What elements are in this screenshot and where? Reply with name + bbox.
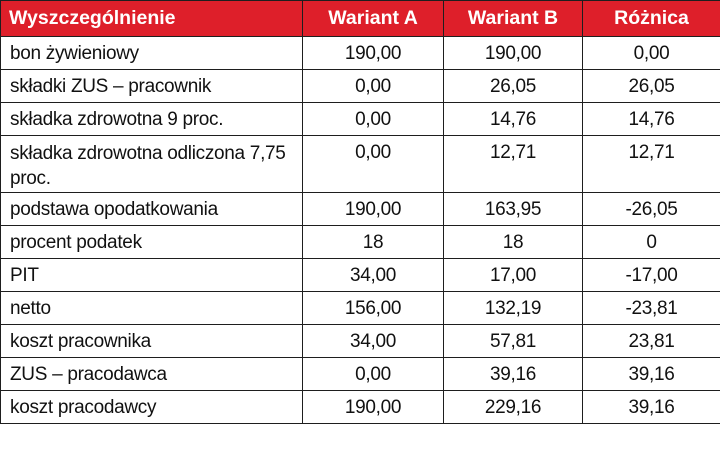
row-value-b: 57,81	[443, 324, 583, 358]
table-row: PIT 34,00 17,00 -17,00	[0, 258, 720, 292]
table-row: ZUS – pracodawca 0,00 39,16 39,16	[0, 357, 720, 391]
row-value-a: 18	[302, 225, 444, 259]
table-header-row: Wyszczególnienie Wariant A Wariant B Róż…	[0, 0, 720, 37]
row-label: PIT	[0, 258, 303, 292]
comparison-table: Wyszczególnienie Wariant A Wariant B Róż…	[0, 0, 720, 424]
row-value-a: 0,00	[302, 357, 444, 391]
row-value-b: 14,76	[443, 102, 583, 136]
table-row: koszt pracownika 34,00 57,81 23,81	[0, 324, 720, 358]
row-value-a: 0,00	[302, 135, 444, 193]
table-row: składka zdrowotna 9 proc. 0,00 14,76 14,…	[0, 102, 720, 136]
row-value-diff: 26,05	[582, 69, 720, 103]
row-value-diff: 39,16	[582, 357, 720, 391]
row-value-diff: 39,16	[582, 390, 720, 424]
table-row: podstawa opodatkowania 190,00 163,95 -26…	[0, 192, 720, 226]
row-value-b: 26,05	[443, 69, 583, 103]
row-value-b: 39,16	[443, 357, 583, 391]
row-label: netto	[0, 291, 303, 325]
row-value-diff: 0,00	[582, 36, 720, 70]
header-variant-a: Wariant A	[302, 0, 444, 37]
row-value-b: 18	[443, 225, 583, 259]
row-value-a: 0,00	[302, 102, 444, 136]
table-row: procent podatek 18 18 0	[0, 225, 720, 259]
row-label: podstawa opodatkowania	[0, 192, 303, 226]
row-value-diff: -17,00	[582, 258, 720, 292]
row-value-diff: -26,05	[582, 192, 720, 226]
row-label: bon żywieniowy	[0, 36, 303, 70]
row-value-diff: 14,76	[582, 102, 720, 136]
row-value-a: 0,00	[302, 69, 444, 103]
row-label: ZUS – pracodawca	[0, 357, 303, 391]
table-row: bon żywieniowy 190,00 190,00 0,00	[0, 36, 720, 70]
row-label: składka zdrowotna 9 proc.	[0, 102, 303, 136]
row-value-a: 190,00	[302, 390, 444, 424]
row-value-a: 156,00	[302, 291, 444, 325]
row-value-b: 12,71	[443, 135, 583, 193]
row-value-b: 163,95	[443, 192, 583, 226]
table-row: koszt pracodawcy 190,00 229,16 39,16	[0, 390, 720, 424]
row-value-diff: 23,81	[582, 324, 720, 358]
row-value-b: 190,00	[443, 36, 583, 70]
header-variant-b: Wariant B	[443, 0, 583, 37]
row-label: procent podatek	[0, 225, 303, 259]
header-description: Wyszczególnienie	[0, 0, 303, 37]
header-difference: Różnica	[582, 0, 720, 37]
row-value-a: 34,00	[302, 258, 444, 292]
row-label: koszt pracownika	[0, 324, 303, 358]
table-row: netto 156,00 132,19 -23,81	[0, 291, 720, 325]
table-row: składka zdrowotna odliczona 7,75 proc. 0…	[0, 135, 720, 193]
row-label: składki ZUS – pracownik	[0, 69, 303, 103]
row-value-b: 229,16	[443, 390, 583, 424]
table-row: składki ZUS – pracownik 0,00 26,05 26,05	[0, 69, 720, 103]
row-value-a: 34,00	[302, 324, 444, 358]
row-value-b: 132,19	[443, 291, 583, 325]
row-value-diff: 12,71	[582, 135, 720, 193]
row-label: koszt pracodawcy	[0, 390, 303, 424]
row-value-b: 17,00	[443, 258, 583, 292]
row-label: składka zdrowotna odliczona 7,75 proc.	[0, 135, 303, 193]
row-value-diff: 0	[582, 225, 720, 259]
row-value-diff: -23,81	[582, 291, 720, 325]
row-value-a: 190,00	[302, 192, 444, 226]
row-value-a: 190,00	[302, 36, 444, 70]
